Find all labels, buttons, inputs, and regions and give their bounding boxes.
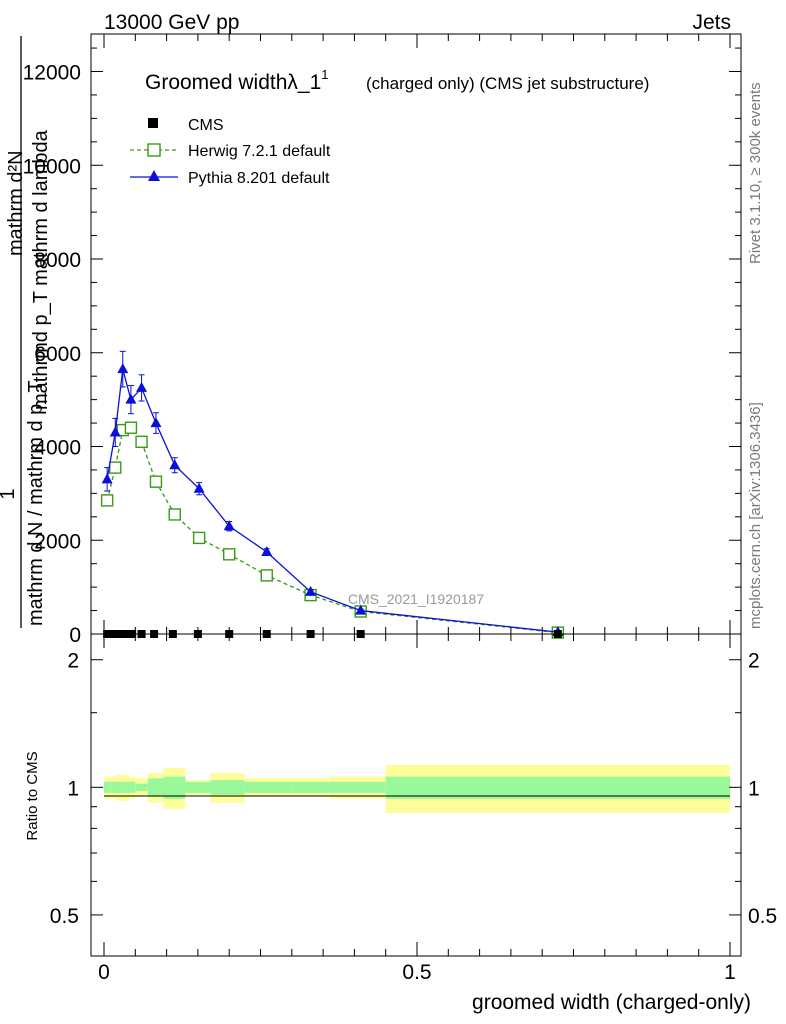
rivet-version-label: Rivet 3.1.10, ≥ 300k events [747, 82, 764, 264]
pythia-point [355, 604, 367, 615]
ratio-stat-band [291, 781, 330, 793]
energy-label: 13000 GeV pp [104, 11, 239, 34]
main-y-tick-label: 8000 [34, 249, 81, 272]
y-label-one: 1 [0, 488, 19, 499]
legend-cms-marker [148, 118, 158, 128]
ratio-y-tick-label: 1 [67, 777, 79, 800]
ratio-stat-band [385, 776, 730, 799]
ratio-x-ticks: 0 0.5 1 [98, 634, 736, 984]
herwig-point [124, 421, 138, 434]
herwig-point [192, 531, 206, 545]
legend-pythia-label: Pythia 8.201 default [188, 170, 330, 187]
ratio-stat-band [104, 781, 111, 793]
ratio-stat-band [135, 783, 148, 792]
watermark: CMS_2021_I1920187 [348, 591, 484, 607]
plot-title-main: Groomed widthλ_1 [145, 71, 321, 94]
herwig-point [135, 435, 148, 449]
series-pythia [101, 350, 564, 637]
series-herwig [100, 421, 565, 639]
category-label: Jets [692, 11, 731, 34]
x-tick-label: 0.5 [402, 961, 431, 984]
plot-title-superscript: 1 [321, 67, 328, 82]
ratio-plot-panel: 0.5 0.51 12 2 0 0.5 1 Ratio to CMS groomed wi… [24, 633, 777, 1014]
ratio-stat-band [110, 781, 117, 793]
pythia-point [305, 585, 317, 596]
main-y-tick-label: 0 [69, 624, 81, 647]
ratio-stat-band [129, 781, 136, 793]
pythia-point [169, 459, 181, 470]
ratio-stat-band [163, 776, 186, 799]
ratio-stat-band [210, 780, 245, 795]
pythia-point [101, 473, 113, 484]
herwig-point [168, 508, 181, 521]
herwig-point [109, 461, 122, 474]
mcplots-label: mcplots.cern.ch [arXiv:1306.3436] [747, 402, 764, 629]
pythia-line [106, 368, 558, 633]
ratio-stat-band [122, 781, 130, 793]
legend: CMS Herwig 7.2.1 default Pythia 8.201 de… [130, 117, 331, 187]
x-tick-label: 1 [724, 961, 736, 984]
main-y-tick-label: 10000 [23, 155, 81, 178]
main-y-ticks: 0 2000 4000 6000 8000 10000 12000 [23, 47, 741, 647]
ratio-y-tick-label: 0.5 [50, 905, 79, 928]
y-label-denominator: mathrm d N / mathrm d p_T [25, 380, 47, 626]
herwig-point [149, 475, 163, 488]
main-y-tick-label: 6000 [34, 343, 81, 366]
plot-title: Groomed widthλ_11 [145, 67, 329, 94]
main-y-tick-label: 2000 [34, 530, 81, 553]
main-y-tick-label: 12000 [23, 62, 81, 85]
ratio-stat-band [116, 781, 123, 793]
ratio-y-tick-label-right: 2 [748, 650, 760, 673]
pythia-point [109, 426, 121, 437]
ratio-y-tick-label-right: 1 [748, 777, 760, 800]
ratio-y-tick-label: 2 [67, 650, 79, 673]
pythia-point [125, 393, 137, 404]
ratio-plot-frame [90, 633, 742, 957]
herwig-point [222, 548, 236, 561]
ratio-y-ticks: 0.5 0.5 1 1 2 2 [50, 650, 777, 928]
main-plot-panel: 0 2000 4000 6000 8000 10000 12000 CMS_2021_I19… [0, 33, 742, 647]
pythia-point [150, 417, 162, 428]
pythia-point [261, 545, 273, 556]
y-label-numerator-2: mathrmd p_T mathrm d lambda [30, 129, 52, 410]
x-axis-label: groomed width (charged-only) [472, 991, 751, 1014]
main-y-axis-label: mathrm d²N mathrmd p_T mathrm d lambda 1… [0, 36, 52, 628]
pythia-point [193, 482, 205, 493]
ratio-stat-band [147, 778, 164, 797]
legend-pythia-marker [148, 170, 160, 181]
pythia-point [223, 520, 235, 531]
pythia-point [136, 381, 148, 392]
legend-cms-label: CMS [188, 117, 224, 134]
plot-title-suffix: (charged only) (CMS jet substructure) [366, 74, 649, 93]
y-label-numerator-1: mathrm d²N [5, 150, 27, 256]
pythia-point [117, 363, 129, 374]
herwig-point [260, 569, 273, 582]
legend-herwig-marker [147, 143, 161, 157]
x-tick-label: 0 [98, 961, 110, 984]
ratio-stat-band [185, 781, 211, 793]
ratio-stat-band [244, 781, 292, 793]
ratio-uncertainty-bands [104, 764, 730, 813]
legend-herwig-label: Herwig 7.2.1 default [188, 143, 331, 160]
ratio-y-axis-label: Ratio to CMS [24, 751, 41, 840]
herwig-point [100, 494, 114, 507]
ratio-stat-band [329, 781, 386, 793]
main-y-tick-label: 4000 [34, 437, 81, 460]
ratio-y-tick-label-right: 0.5 [748, 905, 777, 928]
